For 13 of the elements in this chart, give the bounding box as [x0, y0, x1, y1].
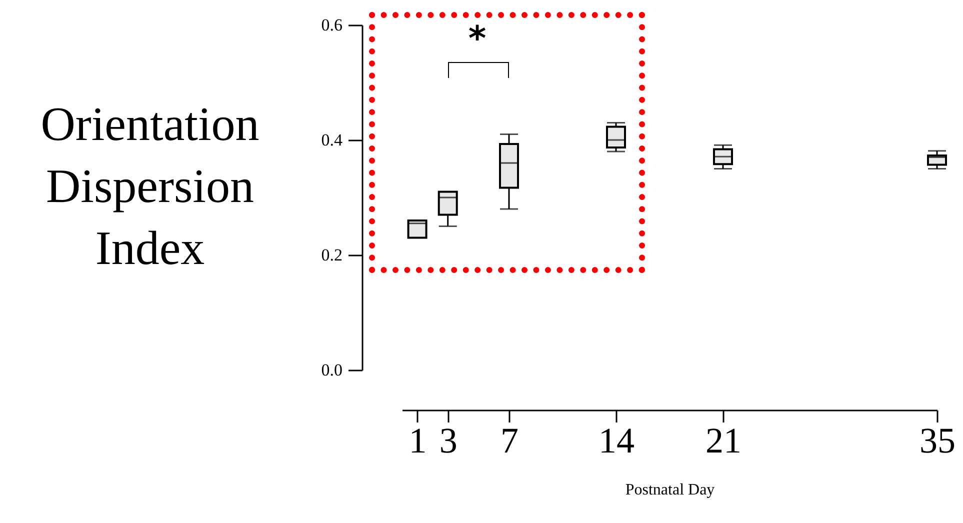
y-axis-title: Orientation Dispersion Index	[40, 97, 260, 277]
annotation: *	[468, 19, 486, 59]
y-tick-label: 0.0	[321, 360, 342, 380]
x-tick-label: 35	[920, 420, 956, 460]
y-tick-label: 0.4	[321, 130, 343, 150]
y-tick-label: 0.2	[321, 246, 342, 264]
x-tick-label: 3	[439, 420, 458, 460]
x-tick-label: 21	[706, 420, 742, 460]
y-tick-label: 0.6	[321, 16, 342, 34]
x-tick-label: 7	[500, 420, 518, 460]
x-tick-label: 14	[598, 420, 634, 460]
x-tick-label: 1	[408, 420, 427, 460]
x-axis-title: Postnatal Day	[625, 482, 715, 498]
